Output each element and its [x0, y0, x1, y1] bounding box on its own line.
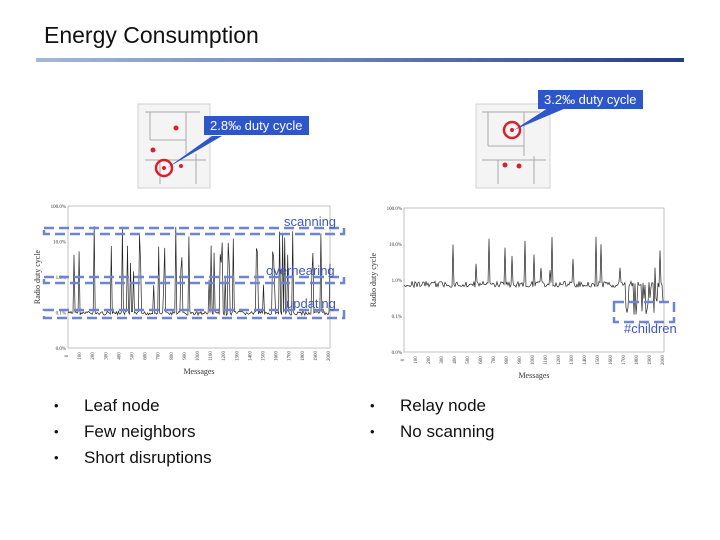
- x-tick-label: 1600: [609, 355, 614, 366]
- bullet-leaf-node: Leaf node: [54, 393, 212, 419]
- x-tick-label: 2000: [327, 351, 332, 362]
- x-tick-label: 1400: [248, 351, 253, 362]
- x-tick-label: 700: [492, 356, 497, 364]
- x-tick-label: 300: [440, 356, 445, 364]
- label-children: #children: [624, 321, 677, 336]
- x-tick-label: 1800: [301, 351, 306, 362]
- label-scanning: scanning: [284, 214, 337, 229]
- x-tick-label: 1600: [275, 351, 280, 362]
- y-axis-label: Radio duty cycle: [369, 252, 378, 307]
- bullet-short-disruptions: Short disruptions: [54, 445, 212, 471]
- y-tick-label: 1.0%: [56, 276, 66, 281]
- x-tick-label: 1700: [288, 351, 293, 362]
- y-tick-label: 0.1%: [56, 312, 66, 317]
- bullet-no-scanning: No scanning: [370, 419, 495, 445]
- x-axis-label: Messages: [183, 367, 214, 376]
- y-tick-label: 100.0%: [51, 205, 66, 210]
- chart-left: 100.0% 10.0% 1.0% 0.1% 0.0% 0 100 200 300 400 500 6…: [33, 205, 332, 376]
- x-tick-label: 1900: [314, 351, 319, 362]
- series-line: [67, 226, 331, 317]
- x-tick-label: 1500: [596, 355, 601, 366]
- x-tick-label: 200: [91, 352, 96, 360]
- x-tick-label: 1000: [531, 355, 536, 366]
- chart-right: 100.0% 10.0% 1.0% 0.1% 0.0% 0 100 200 300 400 500 6…: [369, 207, 666, 380]
- y-tick-label: 100.0%: [387, 207, 402, 212]
- children-band: [612, 300, 676, 324]
- x-tick-label: 1700: [622, 355, 627, 366]
- x-tick-label: 0: [65, 354, 70, 357]
- x-tick-label: 900: [518, 356, 523, 364]
- x-tick-label: 0: [401, 358, 406, 361]
- label-overhearing: overhearing: [266, 263, 335, 278]
- label-updating: updating: [286, 296, 336, 311]
- x-axis-label: Messages: [518, 371, 549, 380]
- callout-pointer-right: [514, 108, 566, 130]
- callout-left: 2.8‰ duty cycle: [204, 116, 309, 135]
- updating-band: [42, 308, 346, 320]
- x-tick-label: 200: [427, 356, 432, 364]
- x-tick-label: 1100: [209, 351, 214, 361]
- x-tick-label: 600: [479, 356, 484, 364]
- y-tick-label: 0.0%: [392, 351, 402, 356]
- x-tick-label: 1100: [544, 355, 549, 365]
- x-tick-label: 100: [414, 356, 419, 364]
- x-tick-label: 800: [170, 352, 175, 360]
- series-line: [403, 236, 665, 315]
- callout-pointer-left: [167, 136, 222, 168]
- x-tick-label: 400: [117, 352, 122, 360]
- x-tick-label: 800: [505, 356, 510, 364]
- x-tick-label: 500: [466, 356, 471, 364]
- x-tick-label: 1200: [222, 351, 227, 362]
- x-tick-label: 300: [104, 352, 109, 360]
- scanning-band: [42, 226, 346, 236]
- y-tick-label: 10.0%: [53, 241, 66, 246]
- x-tick-label: 2000: [661, 355, 666, 366]
- x-tick-label: 1900: [648, 355, 653, 366]
- dashed-guides: [42, 226, 676, 324]
- bullets-left: Leaf node Few neighbors Short disruption…: [54, 393, 212, 471]
- x-tick-label: 1300: [235, 351, 240, 362]
- x-tick-label: 100: [78, 352, 83, 360]
- x-tick-label: 1400: [583, 355, 588, 366]
- x-tick-label: 1800: [635, 355, 640, 366]
- x-tick-label: 900: [183, 352, 188, 360]
- callout-right: 3.2‰ duty cycle: [538, 90, 643, 109]
- x-tick-label: 700: [157, 352, 162, 360]
- x-tick-label: 1000: [196, 351, 201, 362]
- y-tick-label: 0.0%: [56, 347, 66, 352]
- y-tick-label: 10.0%: [389, 243, 402, 248]
- title-underline: [36, 58, 684, 62]
- x-tick-label: 1300: [570, 355, 575, 366]
- x-tick-label: 400: [453, 356, 458, 364]
- x-tick-label: 1200: [557, 355, 562, 366]
- x-tick-label: 500: [131, 352, 136, 360]
- x-tick-label: 1500: [262, 351, 267, 362]
- slide-title: Energy Consumption: [44, 22, 259, 48]
- y-axis-label: Radio duty cycle: [33, 249, 42, 304]
- y-tick-label: 0.1%: [392, 315, 402, 320]
- x-tick-label: 600: [144, 352, 149, 360]
- bullets-right: Relay node No scanning: [370, 393, 495, 445]
- overhearing-band: [42, 275, 346, 285]
- bullet-relay-node: Relay node: [370, 393, 495, 419]
- y-tick-label: 1.0%: [392, 279, 402, 284]
- bullet-few-neighbors: Few neighbors: [54, 419, 212, 445]
